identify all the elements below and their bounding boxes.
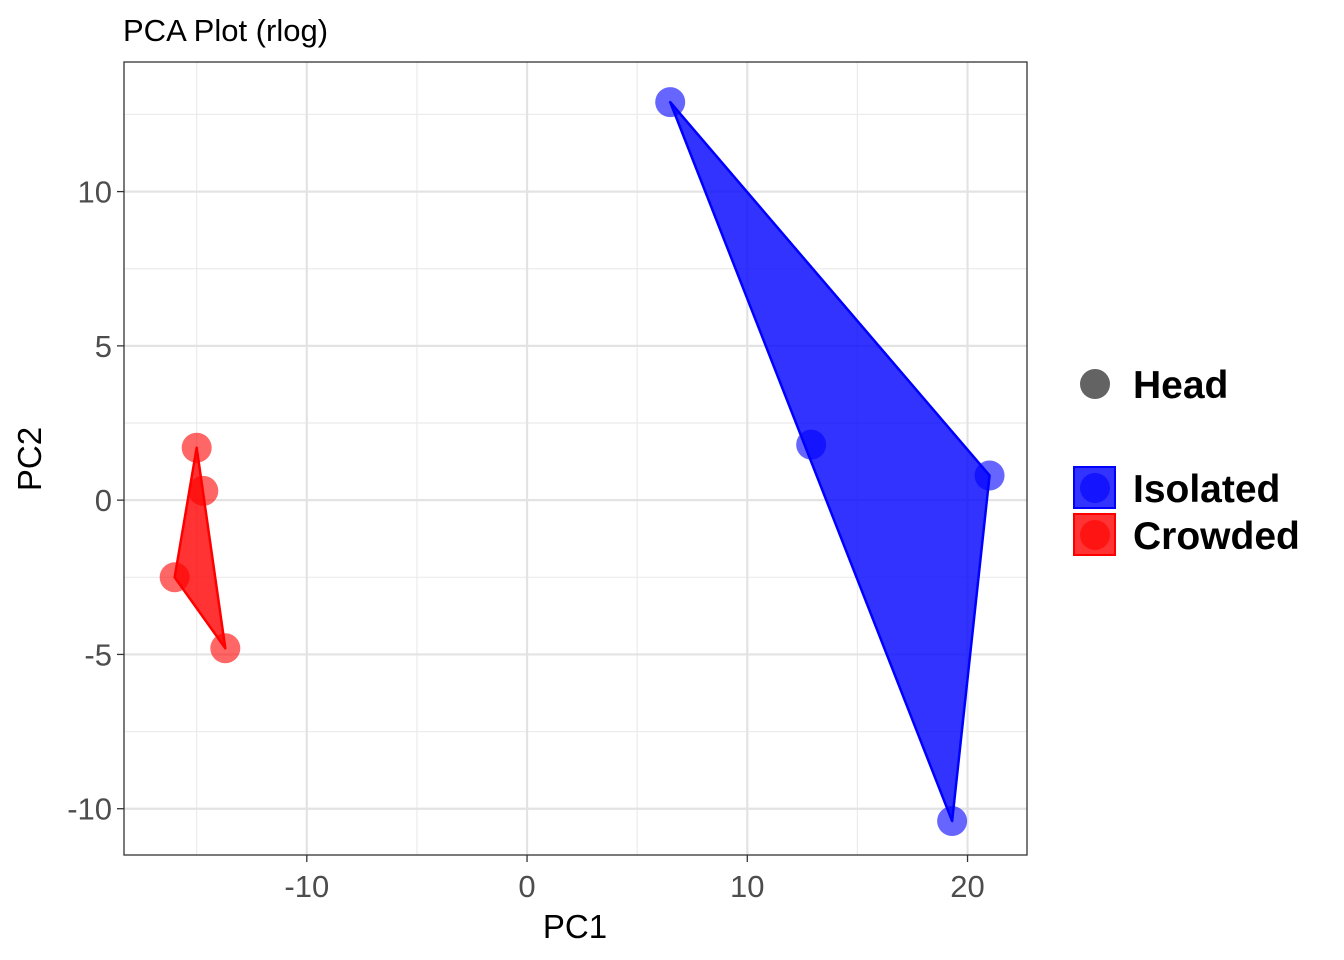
plot-border — [123, 61, 1028, 856]
x-tick-label: 10 — [730, 869, 764, 904]
y-tick-label: -5 — [84, 637, 112, 672]
y-tick-label: 10 — [78, 175, 112, 210]
legend-shape-label: Head — [1133, 364, 1228, 407]
grid-minor — [124, 62, 1027, 855]
y-axis-label: PC2 — [11, 427, 48, 491]
x-tick-label: -10 — [284, 869, 329, 904]
y-tick-label: 5 — [95, 329, 112, 364]
hull-isolated — [668, 100, 991, 823]
x-axis-label: PC1 — [543, 908, 607, 945]
point-isolated — [937, 806, 968, 837]
legend: Head Isolated Crowded — [1073, 364, 1300, 558]
point-crowded — [181, 432, 212, 463]
x-tick-label: 20 — [950, 869, 984, 904]
y-axis-ticks: -10 -5 0 5 10 — [67, 175, 124, 827]
x-axis-ticks: -10 0 10 20 — [284, 855, 985, 904]
point-crowded — [210, 633, 241, 664]
point-isolated — [796, 429, 827, 460]
hull-crowded — [173, 446, 227, 650]
legend-entry-isolated: Isolated — [1073, 466, 1280, 511]
legend-label-isolated: Isolated — [1133, 468, 1280, 511]
legend-label-crowded: Crowded — [1133, 515, 1300, 558]
group-hulls — [173, 100, 991, 823]
point-isolated — [655, 87, 686, 118]
data-points — [159, 87, 1005, 837]
chart-title: PCA Plot (rlog) — [123, 13, 328, 48]
point-crowded — [159, 562, 190, 593]
point-crowded — [188, 475, 219, 506]
x-tick-label: 0 — [518, 869, 535, 904]
y-tick-label: 0 — [95, 483, 112, 518]
legend-key-crowded-dot — [1080, 520, 1110, 550]
legend-shape-key — [1080, 369, 1110, 399]
y-tick-label: -10 — [67, 792, 112, 827]
legend-key-isolated-dot — [1080, 473, 1110, 503]
legend-entry-crowded: Crowded — [1073, 513, 1300, 558]
point-isolated — [974, 460, 1005, 491]
